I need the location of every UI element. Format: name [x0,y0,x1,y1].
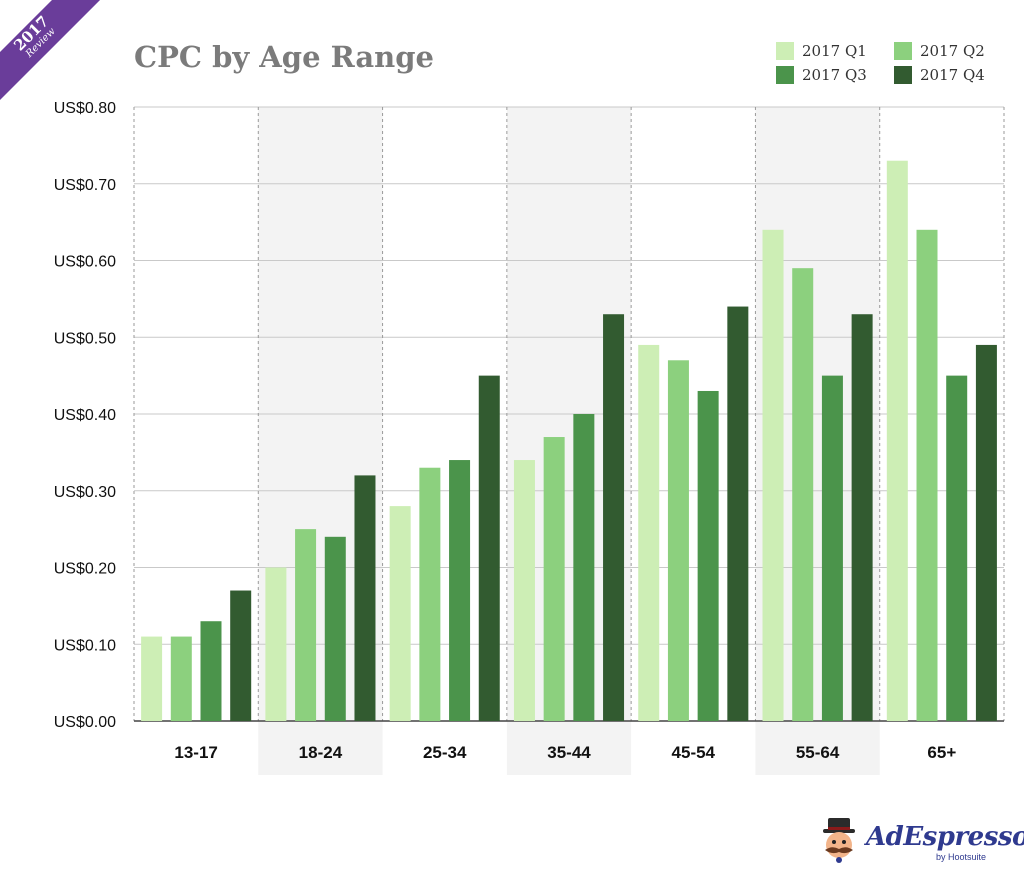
bar-25-34-q3 [449,460,471,721]
legend-swatch-q4 [894,66,912,84]
legend-label-q4: 2017 Q4 [920,66,985,84]
bar-55-64-q2 [792,268,814,721]
bar-18-24-q4 [354,475,376,721]
x-tick-label: 65+ [927,743,956,762]
y-tick-label: US$0.20 [54,561,116,578]
bar-65+-q2 [916,229,938,722]
legend-item-q3: 2017 Q3 [776,64,867,86]
bar-35-44-q1 [513,460,535,721]
y-tick-label: US$0.50 [54,330,116,347]
bar-55-64-q3 [821,375,843,721]
bar-55-64-q1 [762,229,784,722]
bar-25-34-q4 [478,375,500,721]
legend-label-q3: 2017 Q3 [802,66,867,84]
bar-18-24-q2 [295,529,317,721]
x-tick-label: 45-54 [672,743,716,762]
bar-25-34-q1 [389,506,411,721]
legend-swatch-q2 [894,42,912,60]
adespresso-logo: AdEspresso by Hootsuite [818,818,1024,868]
chart-legend: 2017 Q1 2017 Q2 2017 Q3 2017 Q4 [776,40,1006,88]
bar-65+-q3 [946,375,968,721]
x-tick-label: 25-34 [423,743,467,762]
bar-18-24-q3 [324,536,346,721]
bar-18-24-q1 [265,567,287,721]
mascot-icon [823,818,855,863]
brand-sub: by Hootsuite [936,852,987,862]
legend-item-q1: 2017 Q1 [776,40,867,62]
bar-13-17-q2 [170,636,192,721]
bar-13-17-q4 [230,590,252,721]
bar-35-44-q3 [573,414,595,721]
bar-25-34-q2 [419,467,441,721]
bar-55-64-q4 [851,314,873,721]
x-tick-label: 55-64 [796,743,840,762]
bar-45-54-q1 [638,344,660,721]
legend-item-q2: 2017 Q2 [894,40,985,62]
bar-45-54-q2 [667,360,689,721]
y-tick-label: US$0.10 [54,637,116,654]
bar-45-54-q3 [697,390,719,721]
legend-label-q1: 2017 Q1 [802,42,867,60]
y-tick-label: US$0.60 [54,254,116,271]
y-tick-label: US$0.80 [54,100,116,117]
x-tick-label: 18-24 [299,743,343,762]
legend-swatch-q3 [776,66,794,84]
bar-45-54-q4 [727,306,749,721]
brand-name: AdEspresso [866,822,1024,852]
bar-35-44-q2 [543,437,565,721]
x-tick-label: 13-17 [174,743,217,762]
bar-13-17-q1 [141,636,163,721]
bar-35-44-q4 [603,314,625,721]
legend-label-q2: 2017 Q2 [920,42,985,60]
y-tick-label: US$0.00 [54,714,116,731]
y-tick-label: US$0.30 [54,484,116,501]
y-tick-label: US$0.40 [54,407,116,424]
x-tick-label: 35-44 [547,743,591,762]
bar-65+-q4 [975,344,997,721]
legend-swatch-q1 [776,42,794,60]
chart-title: CPC by Age Range [134,40,434,74]
y-tick-label: US$0.70 [54,177,116,194]
bar-65+-q1 [886,160,908,722]
bar-13-17-q3 [200,621,222,721]
legend-item-q4: 2017 Q4 [894,64,985,86]
